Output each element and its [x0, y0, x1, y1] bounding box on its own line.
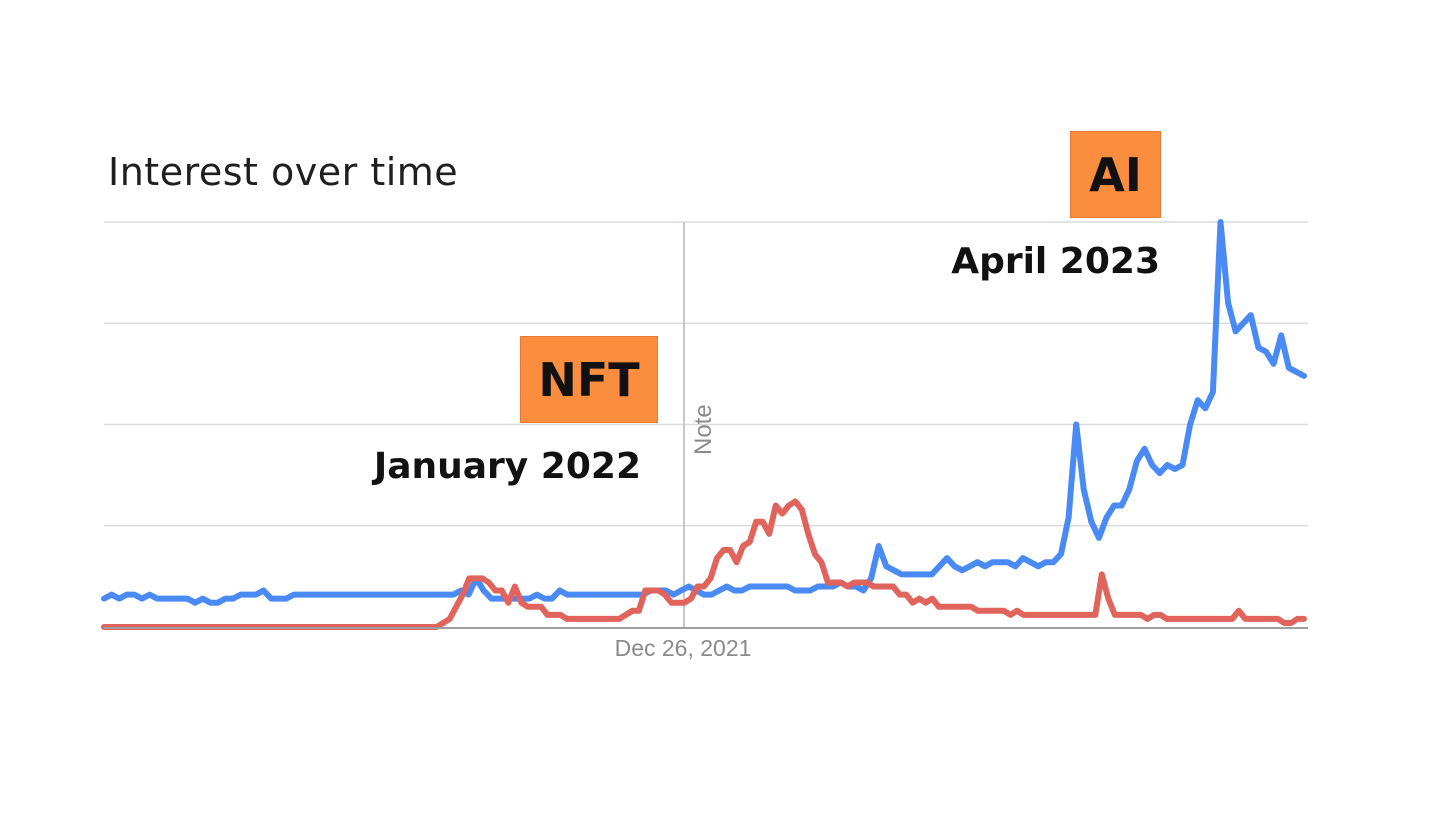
series-line-1	[101, 498, 1307, 630]
series-line-0	[101, 219, 1307, 606]
note-label: Note	[690, 404, 717, 455]
x-tick-label: Dec 26, 2021	[615, 635, 752, 661]
ai-tag: AI	[1070, 131, 1161, 218]
ai-date-annotation: April 2023	[951, 241, 1160, 282]
nft-tag: NFT	[520, 336, 658, 423]
chart-title: Interest over time	[108, 150, 459, 194]
chart-gridlines	[104, 221, 1308, 527]
x-axis-ticks: Dec 26, 2021	[615, 635, 752, 661]
chart-note-marker: Note	[683, 222, 717, 627]
nft-date-annotation: January 2022	[373, 446, 641, 487]
